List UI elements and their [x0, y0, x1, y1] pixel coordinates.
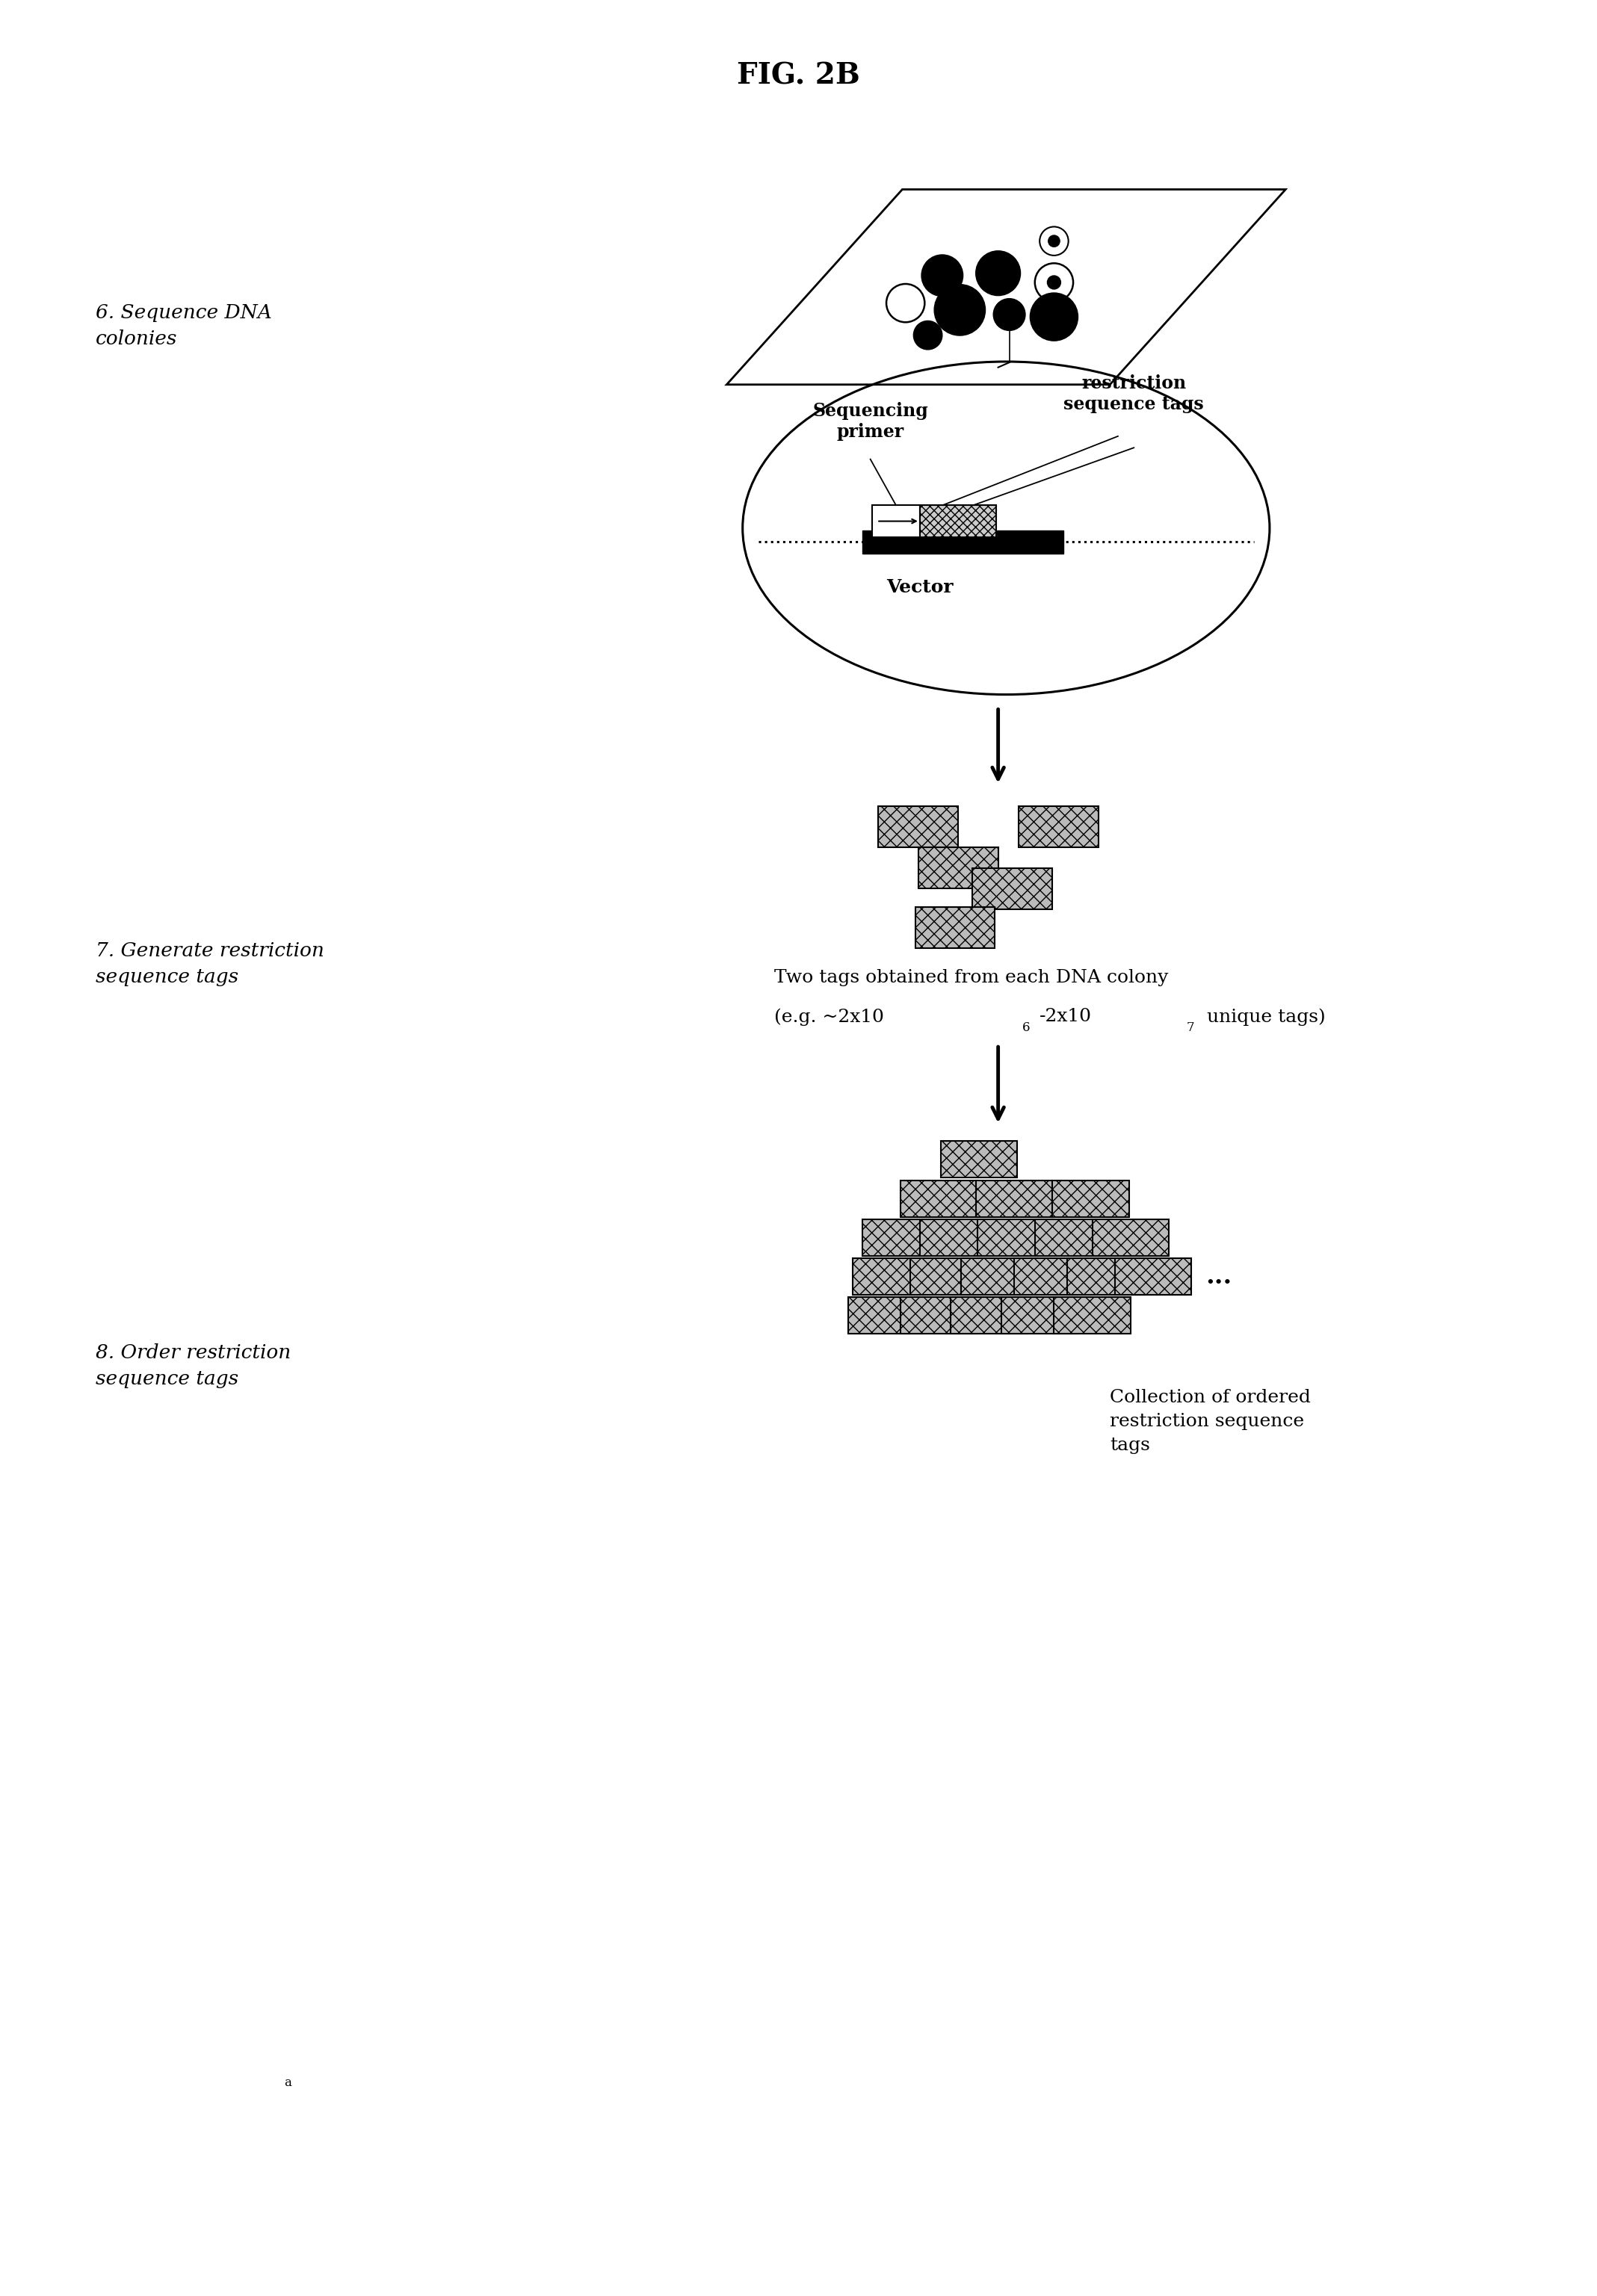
FancyBboxPatch shape: [1035, 1219, 1112, 1256]
FancyBboxPatch shape: [910, 1258, 987, 1295]
FancyBboxPatch shape: [950, 1297, 1027, 1334]
FancyBboxPatch shape: [901, 1180, 977, 1217]
Circle shape: [1048, 276, 1060, 289]
Circle shape: [1040, 227, 1068, 255]
Text: 7: 7: [1187, 1022, 1195, 1035]
FancyBboxPatch shape: [1001, 1297, 1078, 1334]
Text: restriction
sequence tags: restriction sequence tags: [1064, 374, 1204, 413]
Circle shape: [1048, 234, 1060, 248]
Text: 8. Order restriction
sequence tags: 8. Order restriction sequence tags: [96, 1343, 291, 1389]
FancyBboxPatch shape: [941, 1141, 1017, 1178]
Text: -2x10: -2x10: [1040, 1008, 1092, 1024]
FancyBboxPatch shape: [920, 505, 997, 537]
FancyBboxPatch shape: [961, 1258, 1038, 1295]
FancyBboxPatch shape: [1067, 1258, 1143, 1295]
Text: FIG. 2B: FIG. 2B: [736, 62, 861, 90]
FancyBboxPatch shape: [1115, 1258, 1191, 1295]
Text: 7. Generate restriction
sequence tags: 7. Generate restriction sequence tags: [96, 941, 324, 987]
Text: (e.g. ~2x10: (e.g. ~2x10: [775, 1008, 885, 1026]
Text: 6: 6: [1022, 1022, 1030, 1035]
FancyBboxPatch shape: [878, 806, 958, 847]
FancyBboxPatch shape: [1019, 806, 1099, 847]
Circle shape: [934, 285, 985, 335]
FancyBboxPatch shape: [1054, 1297, 1131, 1334]
Circle shape: [993, 298, 1025, 331]
FancyBboxPatch shape: [862, 1219, 939, 1256]
Circle shape: [886, 285, 925, 321]
Circle shape: [913, 321, 942, 349]
Text: Two tags obtained from each DNA colony: Two tags obtained from each DNA colony: [775, 969, 1169, 985]
Text: Collection of ordered
restriction sequence
tags: Collection of ordered restriction sequen…: [1110, 1389, 1311, 1453]
FancyBboxPatch shape: [901, 1297, 977, 1334]
FancyBboxPatch shape: [872, 505, 920, 537]
FancyBboxPatch shape: [920, 1219, 997, 1256]
Circle shape: [976, 250, 1020, 296]
FancyBboxPatch shape: [977, 1219, 1054, 1256]
FancyBboxPatch shape: [976, 1180, 1052, 1217]
Text: Sequencing
primer: Sequencing primer: [813, 402, 928, 441]
Text: unique tags): unique tags): [1201, 1008, 1326, 1026]
FancyBboxPatch shape: [1092, 1219, 1169, 1256]
Circle shape: [1035, 264, 1073, 301]
FancyBboxPatch shape: [1014, 1258, 1091, 1295]
FancyBboxPatch shape: [918, 847, 998, 889]
FancyBboxPatch shape: [973, 868, 1052, 909]
Circle shape: [921, 255, 963, 296]
FancyBboxPatch shape: [915, 907, 995, 948]
FancyBboxPatch shape: [1052, 1180, 1129, 1217]
Circle shape: [1030, 294, 1078, 340]
Text: Vector: Vector: [886, 579, 953, 597]
FancyBboxPatch shape: [862, 530, 1064, 553]
Text: a: a: [284, 2076, 291, 2089]
FancyBboxPatch shape: [848, 1297, 925, 1334]
Text: 6. Sequence DNA
colonies: 6. Sequence DNA colonies: [96, 303, 271, 349]
FancyBboxPatch shape: [853, 1258, 929, 1295]
Text: ...: ...: [1206, 1265, 1231, 1288]
